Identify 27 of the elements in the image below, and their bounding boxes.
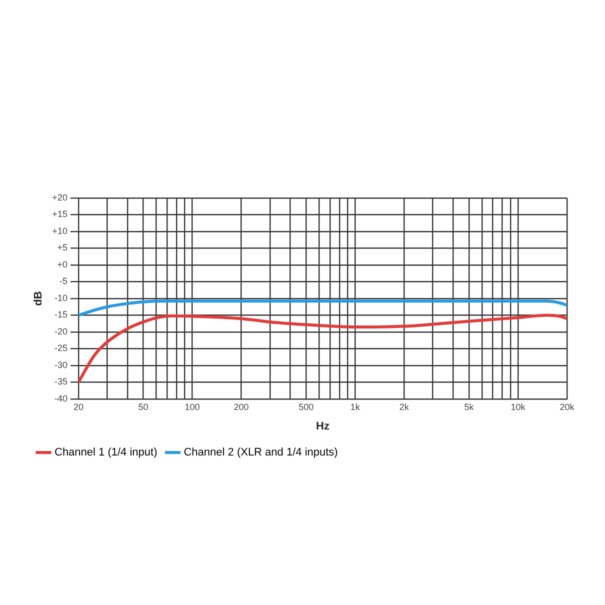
y-tick-label: -20 xyxy=(54,326,68,336)
x-tick-label: 100 xyxy=(184,402,200,412)
y-tick-label: -5 xyxy=(59,276,68,286)
x-tick-label: 1k xyxy=(350,402,360,412)
y-tick-label: +10 xyxy=(52,226,68,236)
x-tick-label: 20 xyxy=(73,402,84,412)
x-tick-label: 500 xyxy=(298,402,314,412)
y-tick-label: -40 xyxy=(54,393,68,404)
y-tick-label: -15 xyxy=(54,310,68,320)
y-tick-label: -35 xyxy=(54,376,68,387)
legend-label: Channel 2 (XLR and 1/4 inputs) xyxy=(184,446,338,459)
legend-label: Channel 1 (1/4 input) xyxy=(54,446,158,459)
x-tick-label: 50 xyxy=(138,402,148,412)
y-tick-label: +20 xyxy=(52,192,68,202)
x-axis-title: Hz xyxy=(316,420,330,432)
x-tick-label: 10k xyxy=(510,402,526,412)
x-tick-label: 5k xyxy=(464,402,474,412)
y-axis-title: dB xyxy=(32,291,45,306)
y-tick-label: +15 xyxy=(52,209,68,220)
y-tick-label: -25 xyxy=(54,343,68,354)
y-tick-label: +0 xyxy=(57,259,68,270)
y-tick-label: -10 xyxy=(54,292,68,303)
x-tick-label: 20k xyxy=(560,402,575,412)
y-tick-label: +5 xyxy=(57,242,68,253)
y-tick-label: -30 xyxy=(54,360,68,370)
x-tick-label: 200 xyxy=(234,402,249,412)
x-tick-label: 2k xyxy=(399,402,410,412)
